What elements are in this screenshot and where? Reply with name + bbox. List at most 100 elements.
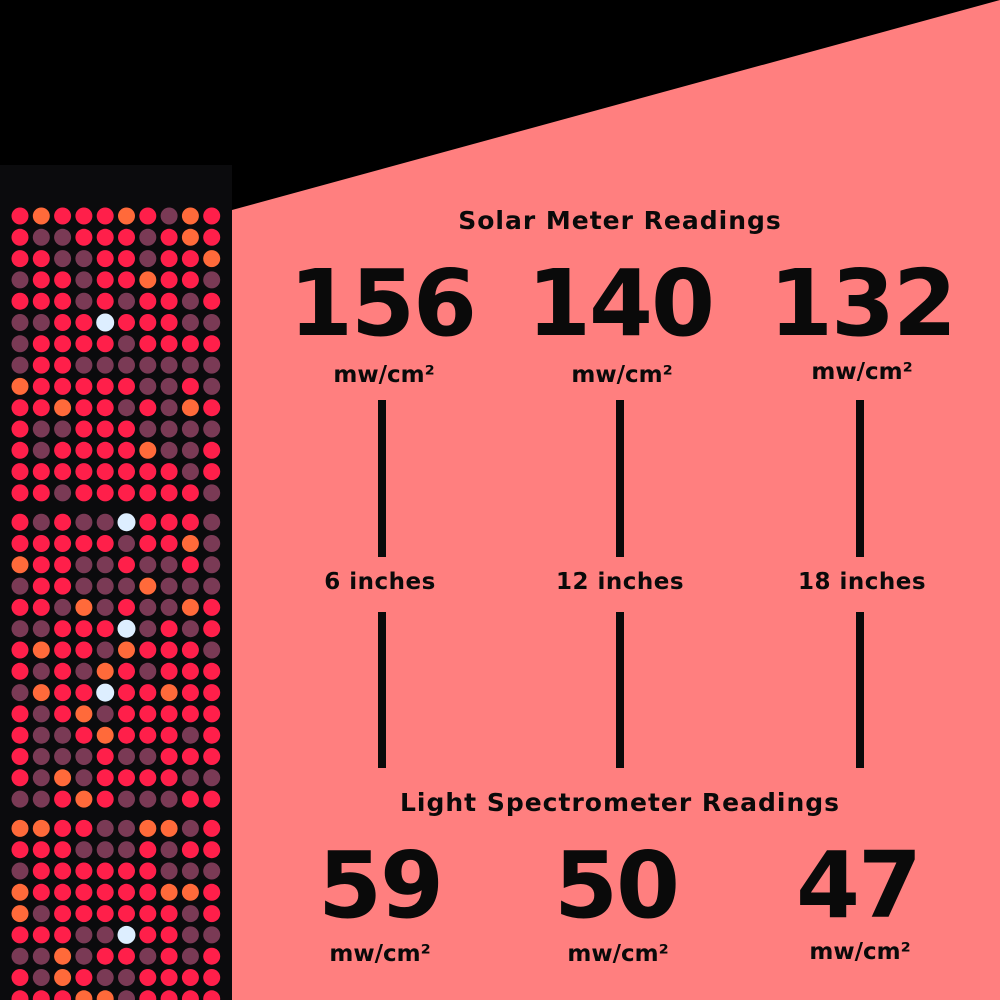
spectrometer-value-6in: 59 [317, 832, 444, 939]
led [139, 513, 157, 531]
led [160, 513, 178, 531]
led [54, 684, 72, 702]
led [203, 535, 221, 552]
led [203, 790, 221, 808]
divider-line [616, 400, 624, 557]
led [11, 862, 29, 880]
led [160, 862, 178, 880]
led [181, 463, 199, 481]
led [118, 335, 135, 353]
led [75, 356, 93, 374]
led [96, 947, 114, 965]
led [139, 883, 157, 901]
led [181, 926, 199, 944]
led [96, 769, 114, 787]
led [54, 748, 72, 765]
led [32, 556, 50, 574]
led [32, 769, 50, 787]
led [96, 463, 114, 481]
led [96, 748, 114, 765]
led [160, 577, 178, 595]
led [203, 399, 221, 417]
led [11, 598, 29, 616]
led [160, 969, 178, 986]
led [75, 207, 93, 225]
led [118, 662, 135, 680]
led [203, 577, 221, 595]
spectrometer-value-18in: 47 [795, 832, 922, 939]
led [75, 947, 93, 965]
led [118, 535, 135, 552]
led [160, 535, 178, 552]
led [96, 905, 114, 923]
led [181, 577, 199, 595]
solar-value-6in: 156 [288, 250, 477, 357]
led [118, 684, 135, 702]
led [96, 513, 114, 531]
led [160, 841, 178, 859]
led [181, 662, 199, 680]
led [75, 292, 93, 310]
led [96, 377, 114, 395]
led [54, 513, 72, 531]
led [203, 947, 221, 965]
led [75, 598, 93, 616]
led [139, 705, 157, 723]
led [139, 577, 157, 595]
led [32, 841, 50, 859]
led [54, 705, 72, 723]
led [54, 420, 72, 438]
led [160, 314, 178, 331]
led [96, 726, 114, 744]
led [54, 484, 72, 502]
divider-line [378, 612, 386, 768]
led [118, 947, 135, 965]
led [160, 271, 178, 289]
led [160, 990, 178, 1000]
led [54, 228, 72, 246]
led [139, 969, 157, 986]
spectrometer-unit-12in: mw/cm² [567, 941, 669, 967]
led [203, 556, 221, 574]
led [118, 577, 135, 595]
led [181, 620, 199, 638]
led [139, 641, 157, 659]
led [75, 990, 93, 1000]
led [139, 271, 157, 289]
led [139, 207, 157, 225]
led [203, 463, 221, 481]
led [32, 947, 50, 965]
led [32, 250, 50, 268]
led [160, 292, 178, 310]
led [118, 905, 135, 923]
led [32, 399, 50, 417]
led [118, 598, 135, 616]
led [118, 463, 135, 481]
led [139, 598, 157, 616]
led [160, 463, 178, 481]
led [160, 620, 178, 638]
led [139, 947, 157, 965]
led [54, 947, 72, 965]
led [203, 207, 221, 225]
led [75, 250, 93, 268]
led [181, 271, 199, 289]
led [203, 598, 221, 616]
led [54, 819, 72, 837]
led [181, 228, 199, 246]
led [139, 250, 157, 268]
led [181, 207, 199, 225]
led [160, 556, 178, 574]
led [203, 420, 221, 438]
led [96, 228, 114, 246]
led [75, 819, 93, 837]
led [32, 819, 50, 837]
led [139, 228, 157, 246]
led [75, 841, 93, 859]
led [54, 726, 72, 744]
led [160, 207, 178, 225]
led [75, 883, 93, 901]
led [75, 969, 93, 986]
divider-line [856, 400, 864, 557]
spectrometer-unit-18in: mw/cm² [809, 939, 911, 965]
